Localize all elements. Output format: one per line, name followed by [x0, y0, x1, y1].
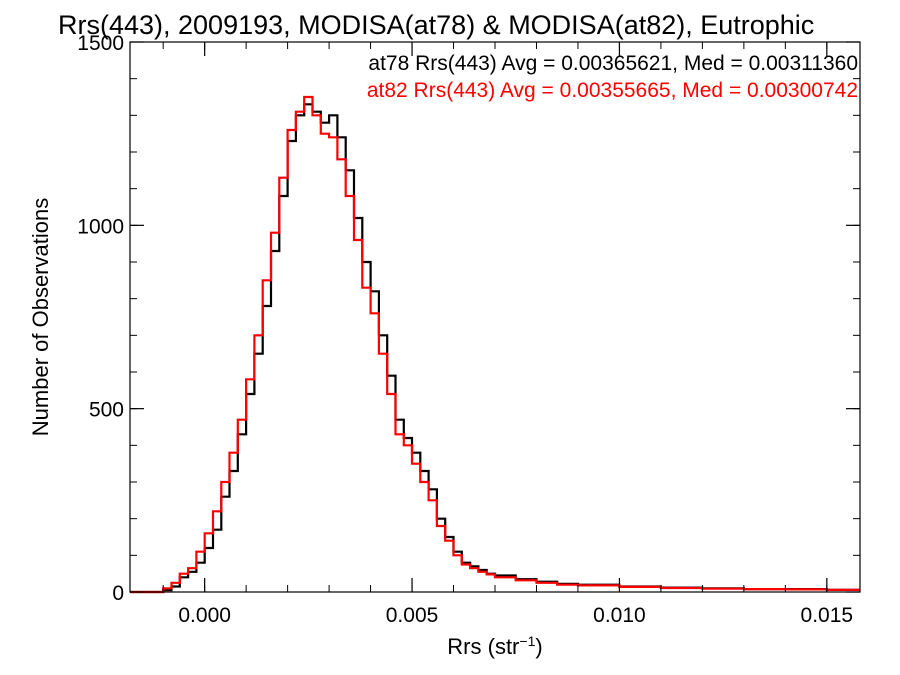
- y-tick-label: 0: [112, 582, 124, 605]
- chart-title: Rrs(443), 2009193, MODISA(at78) & MODISA…: [58, 10, 814, 40]
- y-tick-label: 500: [89, 399, 124, 422]
- y-axis-label: Number of Observations: [28, 198, 53, 436]
- x-axis-label-sup: −1: [519, 633, 535, 649]
- plot-area: 0.000 0.005 0.010 0.015 0 500 1000 1500: [77, 32, 861, 627]
- axis-ticks: 0.000 0.005 0.010 0.015 0 500 1000 1500: [77, 32, 860, 627]
- series-line-0: [130, 103, 860, 594]
- x-axis-label-prefix: Rrs (str: [447, 634, 519, 659]
- annotation-at78-stats: at78 Rrs(443) Avg = 0.00365621, Med = 0.…: [368, 52, 858, 75]
- y-tick-label: 1500: [77, 32, 124, 55]
- plot-frame: [129, 41, 861, 593]
- x-tick-label: 0.010: [593, 604, 646, 627]
- annotation-at82-stats: at82 Rrs(443) Avg = 0.00355665, Med = 0.…: [367, 79, 858, 102]
- series-group: [130, 95, 860, 594]
- x-tick-label: 0.000: [178, 604, 231, 627]
- x-tick-label: 0.015: [801, 604, 854, 627]
- series-line-1: [130, 95, 860, 594]
- x-tick-label: 0.005: [386, 604, 439, 627]
- x-axis-label: Rrs (str−1): [447, 633, 542, 659]
- y-tick-label: 1000: [77, 215, 124, 238]
- x-axis-label-suffix: ): [535, 634, 542, 659]
